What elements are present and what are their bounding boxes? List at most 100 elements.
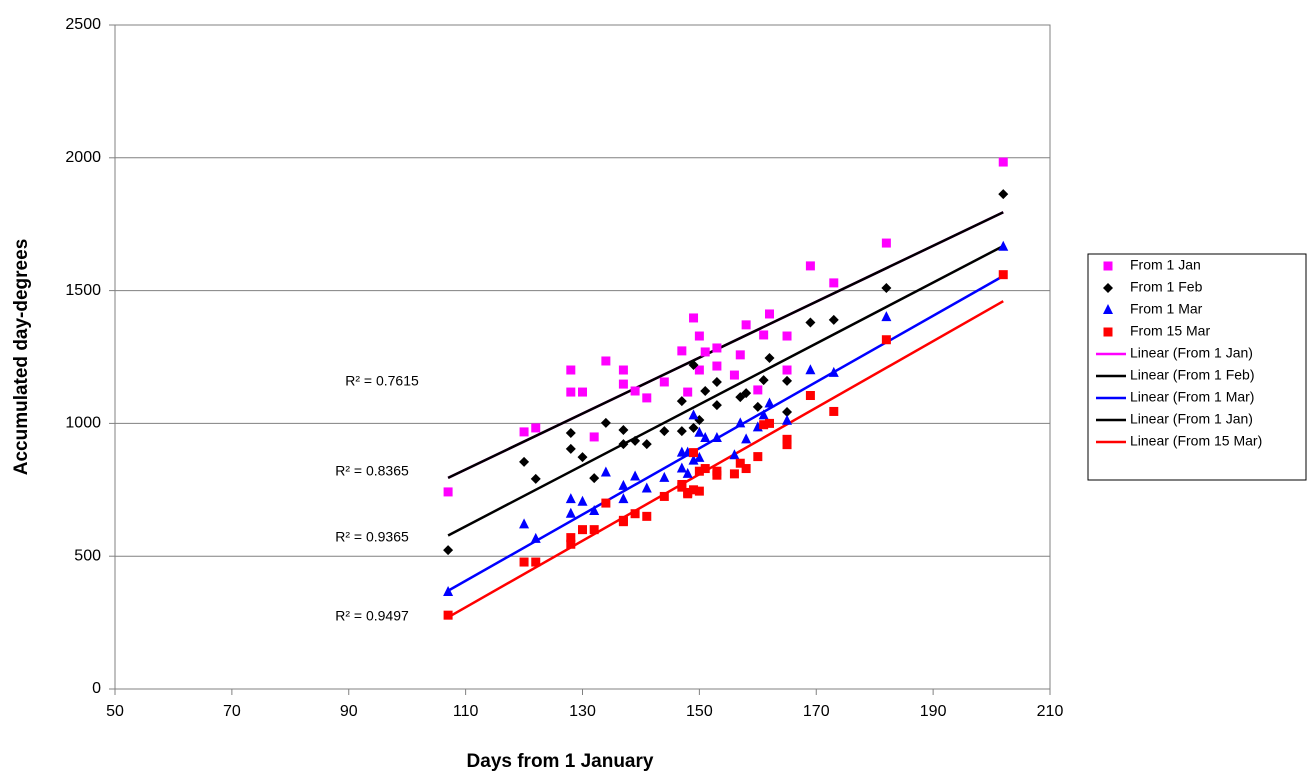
point: [881, 311, 892, 322]
point: [729, 449, 740, 460]
point: [729, 370, 739, 380]
point: [443, 487, 453, 497]
point: [998, 189, 1009, 200]
point: [689, 448, 699, 458]
plot-area: [114, 24, 1051, 690]
point: [618, 517, 628, 527]
point: [700, 464, 710, 474]
point: [630, 435, 641, 446]
point: [659, 377, 669, 387]
point: [519, 557, 529, 567]
point: [711, 432, 722, 443]
legend-marker: [1103, 261, 1113, 271]
point: [577, 495, 588, 506]
point: [630, 470, 641, 481]
point: [805, 317, 816, 328]
point: [711, 376, 722, 387]
x-tick-label: 90: [340, 703, 358, 720]
point: [601, 498, 611, 508]
point: [741, 388, 752, 399]
point: [566, 539, 576, 549]
point: [641, 482, 652, 493]
y-axis-title: Accumulated day-degrees: [11, 239, 32, 476]
point: [765, 418, 774, 428]
point: [682, 467, 693, 478]
point: [759, 330, 769, 340]
point: [694, 426, 705, 437]
point: [677, 346, 687, 356]
point: [641, 439, 652, 450]
point: [694, 486, 704, 496]
point: [782, 331, 792, 341]
point: [683, 387, 693, 397]
point: [565, 427, 576, 438]
point: [676, 396, 687, 407]
point: [881, 335, 891, 345]
point: [805, 364, 816, 375]
point: [711, 400, 722, 411]
x-tick-label: 130: [569, 703, 596, 720]
point: [712, 470, 722, 480]
point: [578, 525, 587, 535]
point: [676, 462, 687, 473]
x-tick-label: 190: [920, 703, 947, 720]
point: [618, 493, 629, 504]
r2-label: R² = 0.8365: [335, 463, 409, 479]
legend-label: Linear (From 1 Jan): [1130, 411, 1253, 427]
point: [578, 387, 587, 397]
point: [683, 487, 693, 497]
point: [589, 505, 600, 516]
point: [565, 507, 576, 518]
legend-label: From 1 Jan: [1130, 257, 1201, 273]
point: [689, 313, 699, 323]
x-tick-label: 110: [453, 703, 479, 720]
point: [519, 427, 529, 437]
point: [618, 479, 629, 490]
point: [700, 385, 711, 396]
r2-label: R² = 0.7615: [345, 373, 419, 389]
legend-label: Linear (From 1 Feb): [1130, 367, 1254, 383]
r2-label: R² = 0.9497: [335, 608, 409, 624]
x-tick-label: 210: [1037, 703, 1064, 720]
point: [735, 458, 745, 468]
point: [700, 432, 711, 443]
point: [700, 347, 710, 357]
point: [753, 452, 763, 462]
point: [630, 509, 640, 519]
point: [694, 466, 704, 476]
point: [782, 406, 793, 417]
point: [688, 422, 699, 433]
y-tick-label: 2500: [65, 16, 101, 33]
point: [694, 451, 705, 462]
legend-label: Linear (From 15 Mar): [1130, 433, 1262, 449]
point: [764, 397, 775, 408]
point: [659, 491, 669, 501]
trendline: [447, 300, 1004, 619]
point: [519, 456, 530, 467]
point: [782, 365, 792, 375]
point: [443, 610, 453, 620]
point: [752, 401, 763, 412]
point: [600, 466, 611, 477]
x-tick-label: 50: [106, 703, 124, 720]
point: [998, 157, 1008, 167]
x-tick-label: 150: [686, 703, 713, 720]
point: [689, 485, 699, 495]
legend-label: From 1 Feb: [1130, 279, 1203, 295]
point: [712, 361, 722, 371]
point: [758, 409, 769, 420]
point: [618, 379, 628, 389]
point: [782, 434, 792, 444]
point: [659, 471, 670, 482]
trendline: [447, 211, 1004, 479]
point: [601, 356, 611, 366]
point: [688, 454, 699, 465]
point: [782, 414, 793, 425]
point: [443, 586, 454, 597]
point: [753, 385, 763, 395]
point: [676, 426, 687, 437]
legend-label: Linear (From 1 Jan): [1130, 345, 1253, 361]
point: [759, 420, 769, 430]
legend-marker: [1103, 304, 1113, 314]
